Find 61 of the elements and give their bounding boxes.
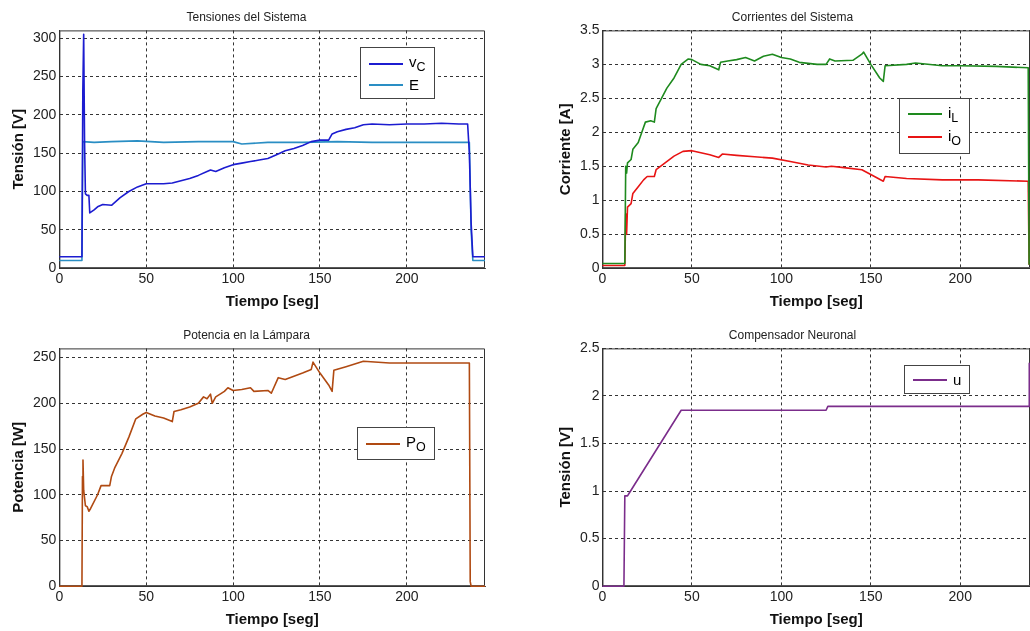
y-tick-label: 250 [33, 67, 57, 84]
y-tick-label: 50 [40, 220, 57, 237]
x-axis-title: Tiempo [seg] [769, 610, 863, 628]
x-tick-label: 50 [684, 588, 700, 605]
y-tick-label: 1.5 [579, 157, 600, 174]
x-tick-label: 100 [221, 270, 245, 287]
y-tick-label: 2.5 [579, 339, 600, 356]
y-tick-label: 200 [33, 394, 57, 411]
x-tick-label: 100 [769, 588, 794, 605]
x-tick-label: 200 [948, 270, 973, 287]
y-tick-label: 2 [591, 123, 600, 140]
x-tick-label: 150 [308, 588, 332, 605]
legend-label: i$_{O}$ [948, 126, 962, 148]
y-tick-label: 3 [591, 55, 600, 72]
y-tick-label: 100 [33, 182, 57, 199]
y-tick-label: 1 [591, 191, 600, 208]
y-axis-title: Tensión [V] [556, 427, 574, 508]
y-tick-label: 1.5 [579, 434, 600, 451]
y-axis-title: Tensión [V] [9, 109, 27, 190]
y-tick-label: 0 [591, 259, 600, 276]
x-tick-label: 200 [395, 270, 419, 287]
y-axis-title: Corriente [A] [556, 103, 574, 196]
x-tick-label: 150 [859, 588, 883, 605]
x-tick-label: 50 [138, 270, 155, 287]
chart-title: Potencia en la Lámpara [183, 327, 311, 342]
x-axis-title: Tiempo [seg] [769, 292, 863, 310]
y-tick-label: 1 [591, 481, 600, 498]
y-tick-label: 3.5 [579, 21, 600, 38]
y-tick-label: 2.5 [579, 89, 600, 106]
chart-title: Tensiones del Sistema [186, 9, 307, 24]
legend-label: E [409, 76, 420, 94]
y-tick-label: 0 [591, 577, 600, 594]
x-tick-label: 50 [684, 270, 700, 287]
x-tick-label: 200 [395, 588, 419, 605]
y-tick-label: 0.5 [579, 529, 600, 546]
legend-label: P$_{O}$ [406, 433, 426, 455]
y-tick-label: 2 [591, 386, 600, 403]
legend-label: u [953, 371, 962, 389]
x-tick-label: 150 [308, 270, 332, 287]
y-tick-label: 150 [33, 439, 57, 456]
y-tick-label: 250 [33, 348, 57, 365]
y-tick-label: 50 [40, 531, 57, 548]
legend-label: v$_{C}$ [409, 53, 426, 75]
y-tick-label: 200 [33, 105, 57, 122]
legend-label: i$_{L}$ [948, 103, 959, 125]
y-tick-label: 0 [48, 577, 57, 594]
chart-title: Corrientes del Sistema [731, 9, 854, 24]
x-tick-label: 150 [859, 270, 883, 287]
y-tick-label: 300 [33, 28, 57, 45]
x-axis-title: Tiempo [seg] [225, 610, 319, 628]
x-tick-label: 50 [138, 588, 155, 605]
y-tick-label: 150 [33, 143, 57, 160]
y-tick-label: 100 [33, 485, 57, 502]
chart-title: Compensador Neuronal [728, 327, 857, 342]
x-tick-label: 200 [948, 588, 973, 605]
y-tick-label: 0 [48, 259, 57, 276]
x-tick-label: 100 [221, 588, 245, 605]
x-axis-title: Tiempo [seg] [225, 292, 319, 310]
y-axis-title: Potencia [W] [9, 421, 27, 513]
x-tick-label: 100 [769, 270, 794, 287]
y-tick-label: 0.5 [579, 225, 600, 242]
